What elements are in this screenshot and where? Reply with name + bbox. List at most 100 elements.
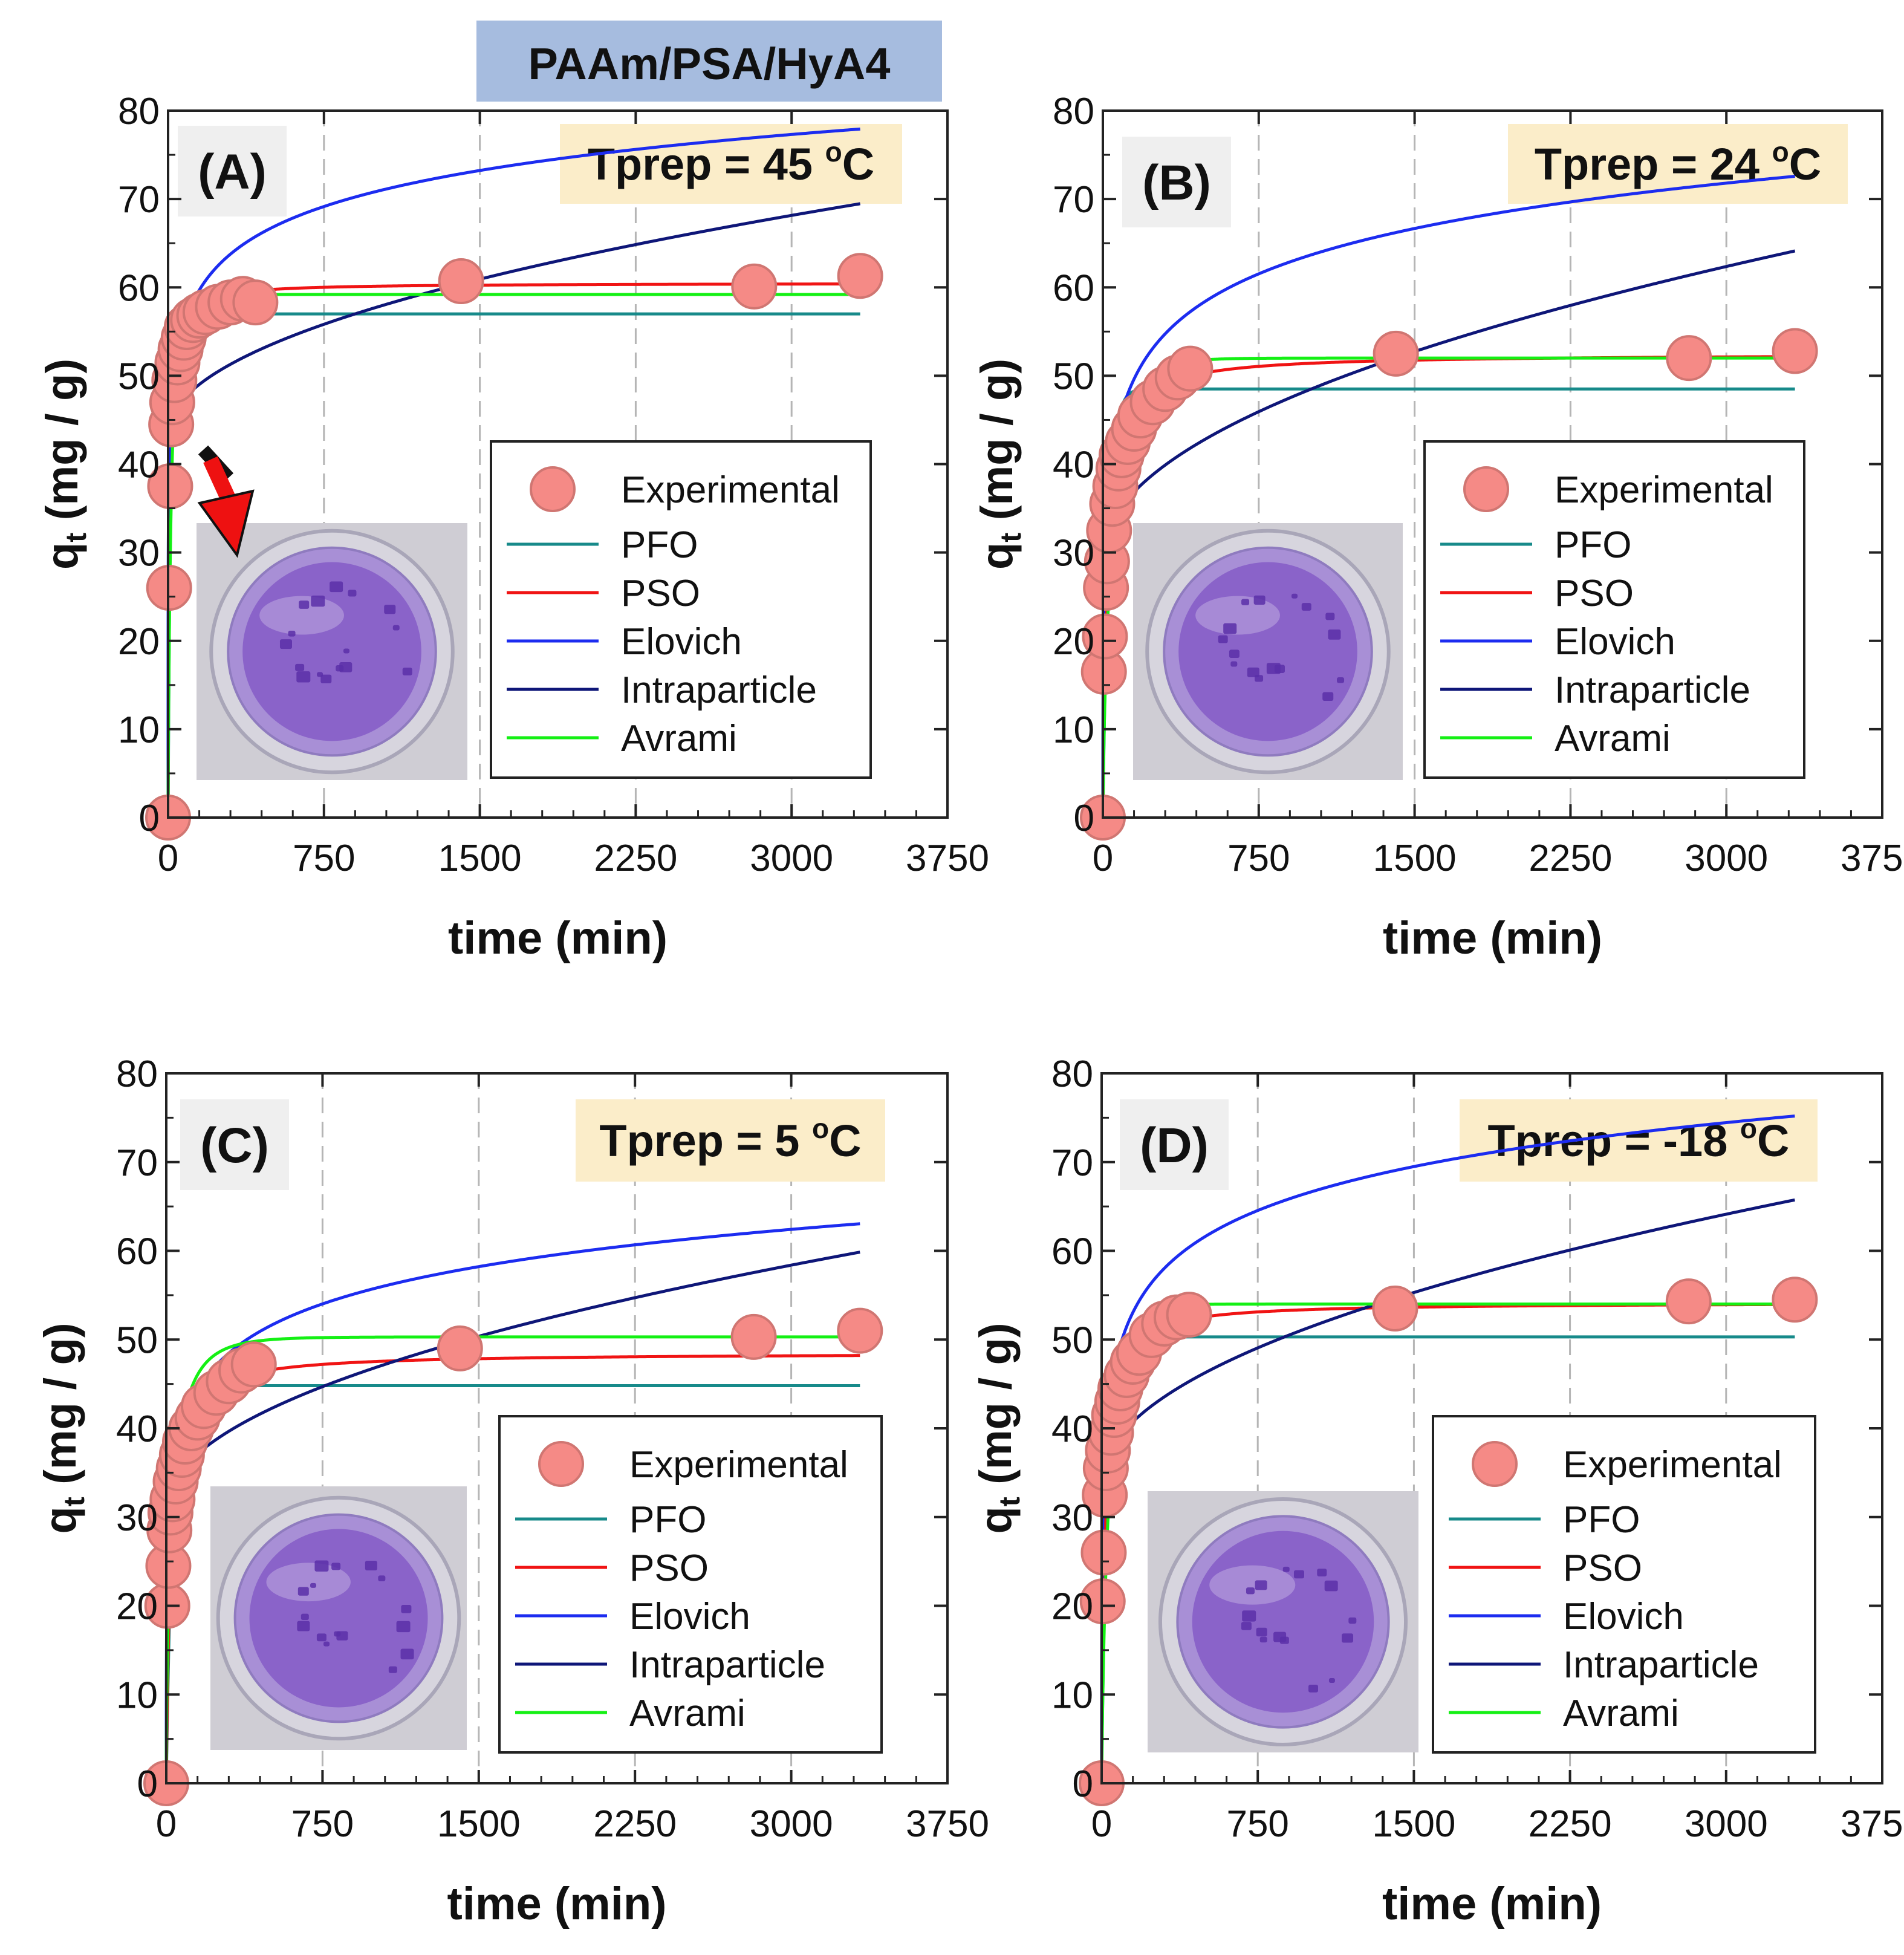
hydrogel-fragment (396, 1621, 411, 1633)
tprep-unit: C (1789, 139, 1821, 189)
tprep-degree: o (812, 1113, 829, 1144)
sample-photo (197, 523, 467, 780)
tprep-background (1508, 124, 1848, 204)
hydrogel-fragment (400, 1648, 414, 1660)
x-axis-label: time (min) (448, 912, 668, 964)
x-tick-label: 3000 (1685, 838, 1768, 879)
hydrogel-fragment (1266, 663, 1281, 674)
y-tick-label: 20 (118, 621, 160, 663)
tprep-box: Tprep = 24 oC (1508, 124, 1848, 204)
y-axis-label: qt (mg / g) (970, 1323, 1026, 1534)
tprep-box: Tprep = 5 oC (576, 1099, 885, 1182)
y-tick-label: 0 (1073, 1763, 1093, 1805)
x-tick-label: 2250 (594, 838, 677, 879)
legend-label-pso: PSO (629, 1547, 709, 1589)
hydrogel-fragment (1255, 1580, 1267, 1590)
legend-label-experimental: Experimental (1555, 469, 1773, 511)
legend: Experimental PFO PSO Elovich Intraparticle Av… (1432, 1415, 1816, 1754)
tprep-text: Tprep = 24 (1535, 139, 1772, 189)
hydrogel-fragment (1253, 595, 1266, 605)
x-tick-label: 0 (158, 838, 178, 879)
tprep-degree: o (1740, 1113, 1757, 1144)
panel-label-text: (C) (200, 1118, 269, 1173)
tprep-label: Tprep = 5 oC (599, 1113, 861, 1166)
x-tick-label: 3000 (750, 1803, 833, 1845)
panel-label: (B) (1122, 137, 1231, 227)
legend-label-pfo: PFO (629, 1499, 706, 1541)
arrow-shaft (203, 456, 237, 506)
legend-marker-experimental (1463, 466, 1509, 512)
experimental-point (837, 253, 883, 299)
hydrogel-fragment (279, 639, 292, 649)
sample-photo (1133, 523, 1403, 780)
hydrogel-fragment (343, 648, 349, 654)
hydrogel-fragment (378, 1575, 386, 1581)
hydrogel-fragment (401, 1605, 412, 1613)
sample-photo (1148, 1491, 1418, 1752)
y-tick-label: 10 (116, 1674, 158, 1716)
x-tick-label: 750 (1227, 838, 1290, 879)
hydrogel-fragment (1230, 661, 1238, 667)
y-axis-label: qt (mg / g) (35, 1323, 91, 1534)
hydrogel-fragment (1325, 613, 1335, 620)
x-tick-label: 750 (291, 1803, 354, 1845)
x-tick-label: 750 (1226, 1803, 1288, 1845)
legend-label-pso: PSO (1563, 1547, 1642, 1589)
y-tick-label: 40 (118, 444, 160, 486)
arrow-icon (197, 445, 255, 558)
legend: Experimental PFO PSO Elovich Intraparticle Av… (498, 1415, 883, 1754)
dye-solution (242, 562, 421, 741)
hydrogel-fragment (1259, 1636, 1267, 1643)
legend: Experimental PFO PSO Elovich Intraparticle Av… (1423, 440, 1805, 779)
legend-label-experimental: Experimental (621, 469, 840, 511)
hydrogel-fragment (1324, 1580, 1338, 1592)
hydrogel-fragment (1348, 1617, 1357, 1624)
legend-label-elovich: Elovich (629, 1596, 750, 1638)
experimental-point (1372, 1285, 1418, 1332)
hydrogel-fragment (299, 600, 310, 609)
hydrogel-fragment (316, 1633, 327, 1642)
tprep-label: Tprep = 24 oC (1535, 136, 1821, 189)
y-tick-label: 20 (116, 1586, 158, 1628)
y-tick-label: 80 (1051, 1053, 1093, 1095)
x-tick-label: 3000 (750, 838, 833, 879)
y-tick-label: 60 (118, 267, 160, 309)
tprep-degree: o (825, 136, 842, 168)
x-tick-label: 2250 (593, 1803, 677, 1845)
y-axis-label-unit: (mg / g) (35, 1323, 85, 1497)
y-axis-label-sub: t (59, 1497, 91, 1506)
header-background (476, 21, 942, 102)
dye-solution (1178, 562, 1357, 741)
panels: (A) Tprep = 45 oCExperimentalPFOPSOElovic… (35, 91, 1904, 1930)
hydrogel-fragment (1328, 1677, 1335, 1683)
legend-label-intra: Intraparticle (1555, 669, 1750, 711)
hydrogel-fragment (1218, 635, 1228, 643)
legend-label-intra: Intraparticle (629, 1644, 825, 1686)
x-tick-label: 1500 (1372, 1803, 1455, 1845)
legend-label-pfo: PFO (1555, 524, 1631, 566)
hydrogel-fragment (1328, 629, 1341, 640)
legend-label-experimental: Experimental (1563, 1444, 1782, 1486)
y-tick-label: 20 (1051, 1586, 1093, 1628)
hydrogel-fragment (388, 1666, 397, 1673)
tprep-box: Tprep = -18 oC (1460, 1099, 1818, 1182)
chart-panel: (D) Tprep = -18 oC Experimental PFO PSO Elovi… (970, 1053, 1904, 1930)
hydrogel-fragment (311, 595, 325, 607)
hydrogel-fragment (384, 605, 396, 614)
legend-label-experimental: Experimental (629, 1444, 848, 1486)
x-axis-label: time (min) (447, 1878, 666, 1930)
tprep-degree: o (1772, 136, 1789, 168)
panel-label-background (180, 1099, 289, 1190)
legend-label-pso: PSO (621, 573, 700, 614)
x-tick-label: 1500 (1373, 838, 1457, 879)
hydrogel-fragment (1241, 599, 1250, 605)
y-tick-label: 40 (1053, 444, 1094, 486)
hydrogel-fragment (1242, 1610, 1256, 1622)
hydrogel-fragment (365, 1560, 377, 1570)
chart-panel: (A) Tprep = 45 oC Experimental PFO PSO Elovic… (37, 91, 989, 964)
panel-label-text: (A) (198, 145, 267, 200)
y-tick-label: 80 (116, 1053, 158, 1095)
hydrogel-fragment (1282, 1566, 1290, 1572)
experimental-point (1167, 345, 1214, 392)
y-tick-label: 70 (1053, 179, 1094, 221)
